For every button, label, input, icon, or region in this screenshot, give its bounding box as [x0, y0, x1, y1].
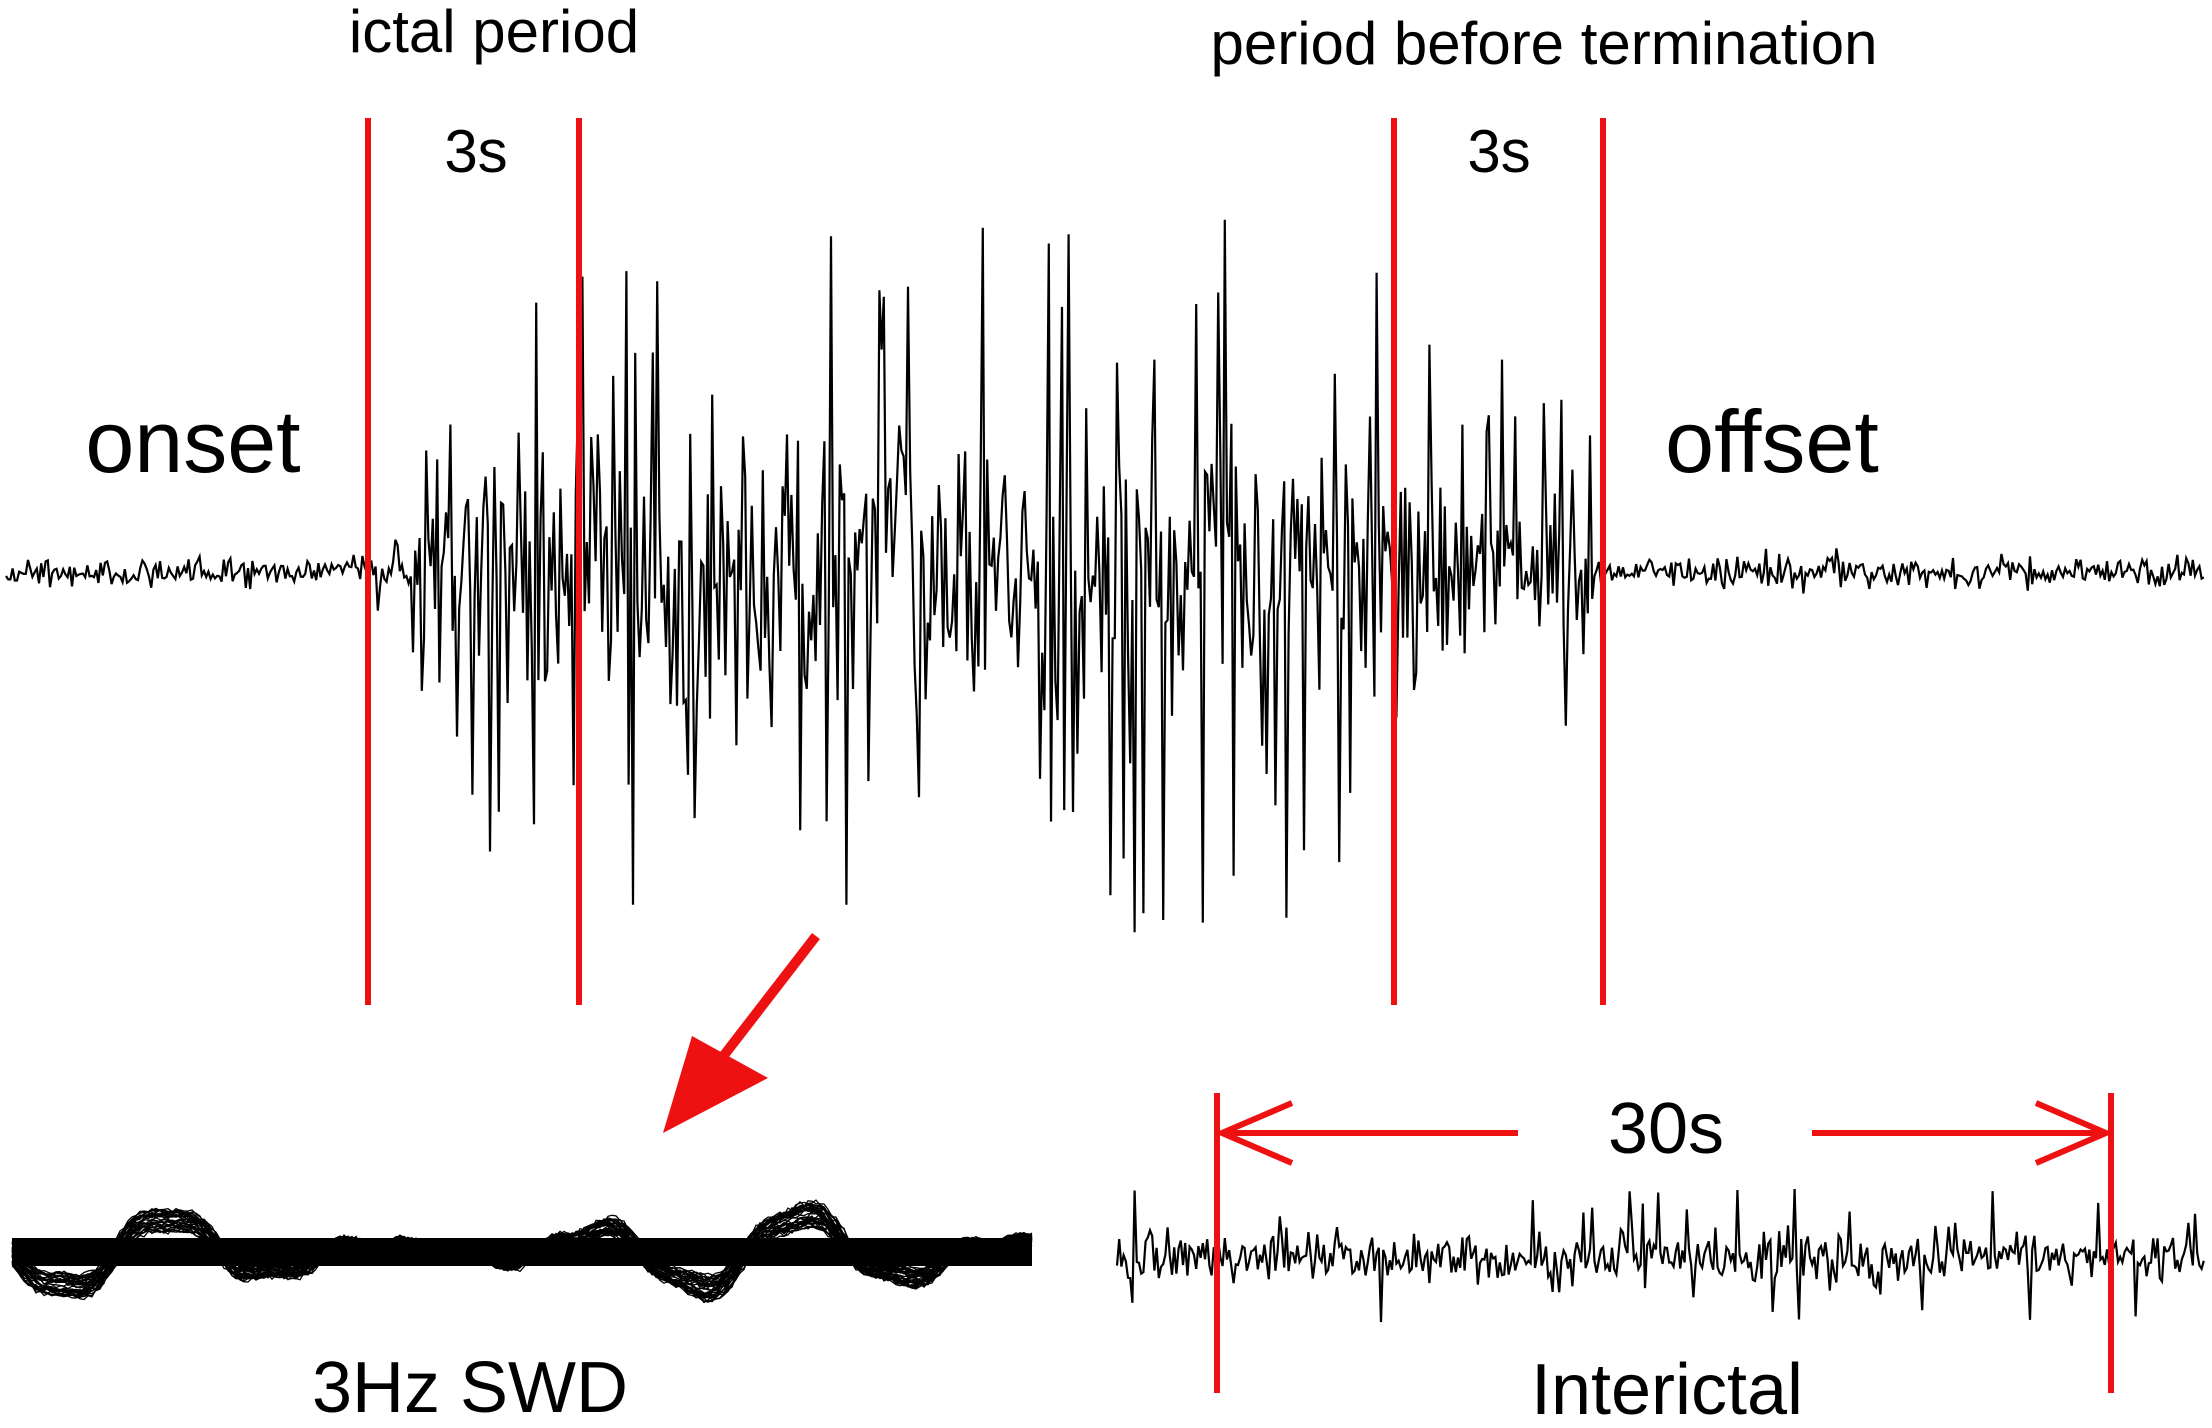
swd-overlay-traces	[11, 1199, 1033, 1304]
label-ictal-period: ictal period	[349, 0, 639, 65]
label-swd: 3Hz SWD	[312, 1348, 628, 1428]
swd-core-band	[12, 1238, 1032, 1266]
label-interictal: Interictal	[1531, 1350, 1803, 1428]
arrow-down-left-icon	[663, 932, 820, 1133]
eeg-trace-main	[5, 219, 2205, 933]
label-duration-ictal: 3s	[444, 118, 507, 185]
label-duration-termination: 3s	[1467, 118, 1530, 185]
label-offset: offset	[1665, 392, 1879, 491]
double-headed-arrow-icon	[1214, 1100, 2114, 1166]
label-interictal-duration: 30s	[1608, 1089, 1724, 1169]
label-onset: onset	[85, 392, 300, 491]
eeg-trace-interictal	[1115, 1188, 2205, 1323]
label-period-before-termination: period before termination	[1210, 10, 1877, 77]
